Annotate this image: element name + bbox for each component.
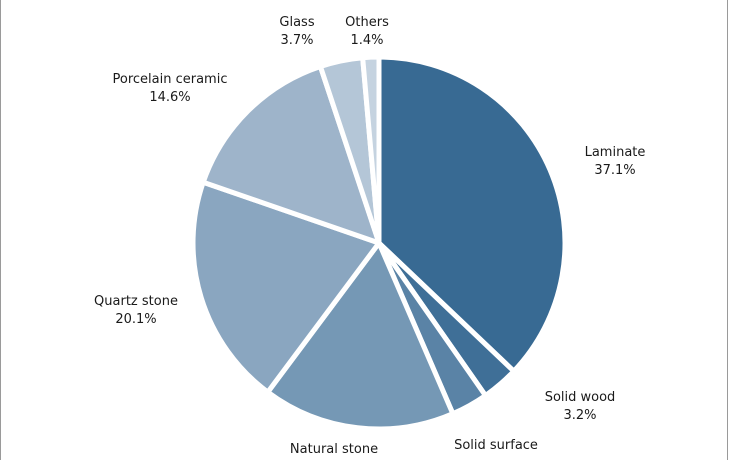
label-quartz-stone: Quartz stone 20.1%	[94, 293, 178, 329]
label-others: Others 1.4%	[345, 14, 389, 50]
pie-slice-laminate	[376, 54, 568, 374]
pie-slice-others	[360, 54, 382, 246]
label-quartz-stone-name: Quartz stone	[94, 294, 178, 309]
label-laminate-value: 37.1%	[594, 163, 636, 178]
pie-slice-quartz-stone	[190, 179, 382, 395]
label-others-value: 1.4%	[350, 33, 384, 48]
label-solid-wood-value: 3.2%	[563, 408, 597, 423]
label-glass: Glass 3.7%	[279, 14, 314, 50]
label-porcelain-ceramic-value: 14.6%	[149, 90, 191, 105]
label-laminate: Laminate 37.1%	[585, 144, 646, 180]
label-solid-wood-name: Solid wood	[544, 390, 616, 405]
label-natural-stone: Natural stone	[290, 441, 378, 459]
pie-slice-natural-stone	[265, 240, 456, 432]
label-others-name: Others	[345, 15, 389, 30]
label-quartz-stone-value: 20.1%	[115, 312, 157, 327]
label-solid-wood: Solid wood 3.2%	[545, 389, 616, 425]
label-laminate-name: Laminate	[584, 145, 646, 160]
label-natural-stone-name: Natural stone	[289, 442, 379, 457]
label-solid-surface-name: Solid surface	[454, 438, 538, 453]
label-solid-surface: Solid surface	[454, 437, 538, 455]
label-glass-name: Glass	[279, 15, 315, 30]
label-porcelain-ceramic: Porcelain ceramic 14.6%	[113, 71, 228, 107]
label-glass-value: 3.7%	[280, 33, 314, 48]
label-porcelain-ceramic-name: Porcelain ceramic	[112, 72, 228, 87]
